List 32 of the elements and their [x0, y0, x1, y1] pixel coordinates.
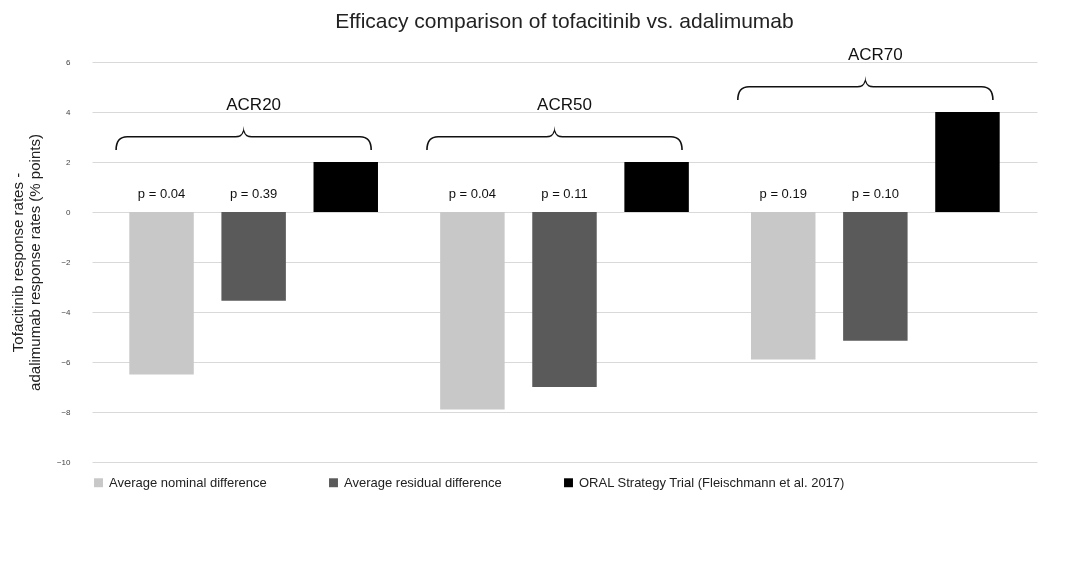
- y-tick-label: −6: [61, 357, 72, 367]
- annotation: p = 0.11: [541, 186, 588, 201]
- bar: [313, 162, 378, 212]
- y-tick-label: −10: [56, 457, 72, 467]
- legend-label: ORAL Strategy Trial (Fleischmann et al. 2017): [579, 474, 845, 490]
- bar: [843, 212, 908, 341]
- y-tick-label: −8: [61, 407, 72, 417]
- chart-title: Efficacy comparison of tofacitinib vs. adalimumab: [335, 8, 794, 32]
- bar: [751, 212, 816, 360]
- bar: [440, 212, 505, 410]
- y-tick-label: 0: [66, 207, 72, 217]
- annotation: p = 0.19: [759, 186, 807, 201]
- y-tick-label: −4: [61, 307, 72, 317]
- y-axis-title: Tofacitinib response rates - adalimumab response rates (% points): [8, 134, 43, 391]
- y-tick-label: 4: [66, 107, 72, 117]
- annotation: p = 0.04: [448, 186, 497, 201]
- x-tick-label: ACR70: [847, 44, 903, 64]
- y-tick-label: −2: [61, 257, 72, 267]
- bar: [532, 212, 597, 387]
- legend-label: Average nominal difference: [109, 474, 267, 490]
- bar: [221, 212, 286, 301]
- bar: [129, 212, 194, 375]
- bar: [935, 112, 1000, 212]
- legend-label: Average residual difference: [344, 474, 502, 490]
- x-tick-label: ACR50: [537, 94, 592, 114]
- annotation: p = 0.39: [229, 186, 278, 201]
- bar: [624, 162, 689, 212]
- x-tick-label: ACR20: [226, 94, 282, 114]
- annotation: p = 0.04: [137, 186, 186, 201]
- y-tick-label: 2: [66, 157, 72, 167]
- annotation: p = 0.10: [851, 186, 900, 201]
- y-tick-label: 6: [66, 57, 72, 67]
